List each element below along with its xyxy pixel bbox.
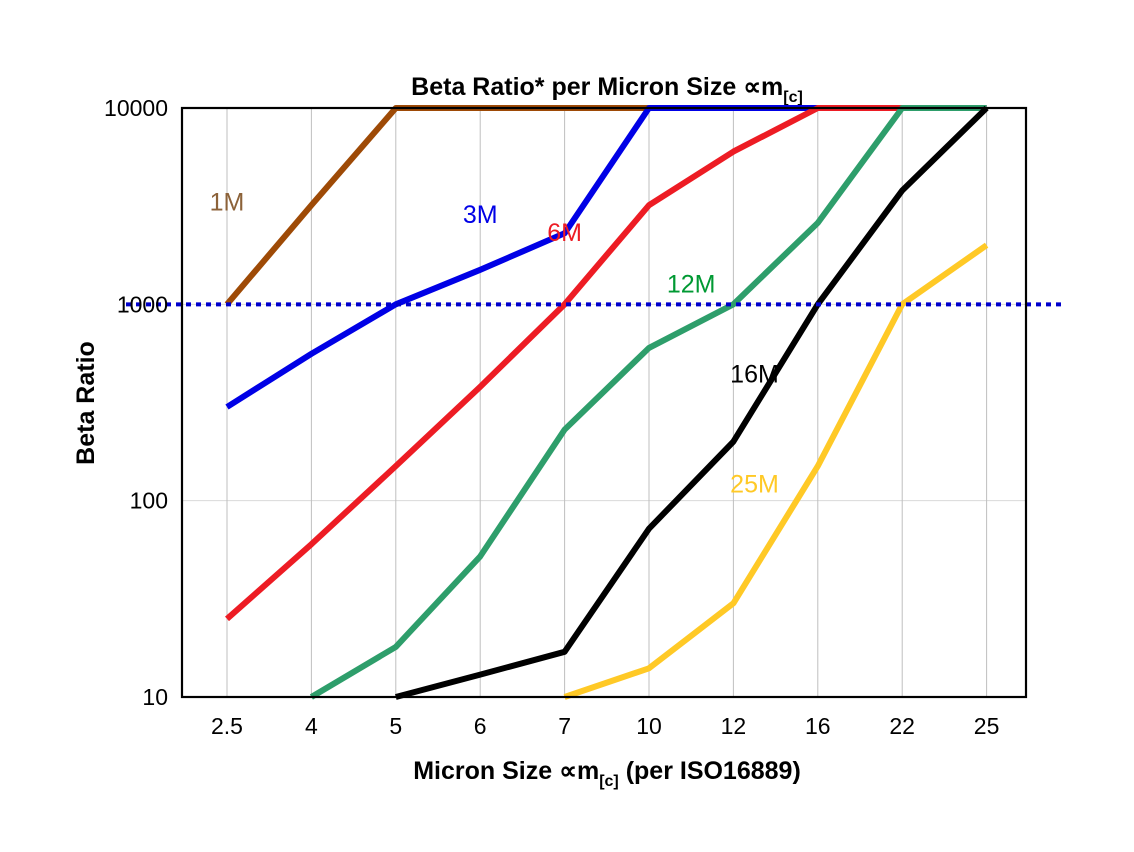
- series-line-16m: [395, 105, 989, 700]
- chart-title: Beta Ratio* per Micron Size ∝m[c]: [411, 73, 803, 106]
- y-tick-label: 1000: [117, 291, 168, 317]
- x-tick-label: 7: [558, 713, 571, 739]
- y-axis-title: Beta Ratio: [72, 341, 100, 465]
- x-axis-title-subscript: [c]: [599, 773, 619, 790]
- x-tick-label: 6: [474, 713, 487, 739]
- series-label-3m: 3M: [463, 201, 498, 229]
- chart-title-subscript: [c]: [783, 89, 803, 106]
- horizontal-gridlines: [182, 303, 1026, 502]
- x-tick-label: 5: [389, 713, 402, 739]
- series-label-25m: 25M: [730, 471, 779, 499]
- x-tick-label: 4: [305, 713, 318, 739]
- series-label-6m: 6M: [547, 219, 582, 247]
- series-line-25m: [563, 242, 989, 700]
- x-axis-title-pre: Micron Size: [413, 757, 559, 785]
- y-tick-label: 10000: [104, 95, 168, 121]
- series-line-12m: [309, 105, 987, 700]
- x-tick-label: 2.5: [211, 713, 243, 739]
- x-axis-title-symbol: ∝m: [559, 757, 599, 785]
- x-axis-title-post: (per ISO16889): [619, 757, 801, 785]
- series-inline-labels: 1M 3M 6M 12M 16M 25M: [210, 189, 779, 499]
- y-axis-tick-labels: 10 100 1000 10000: [104, 95, 168, 710]
- x-tick-label: 22: [889, 713, 915, 739]
- series-label-12m: 12M: [667, 270, 716, 298]
- series-label-1m: 1M: [210, 189, 245, 217]
- x-tick-label: 12: [721, 713, 747, 739]
- y-tick-label: 100: [130, 488, 168, 514]
- x-tick-label: 10: [636, 713, 662, 739]
- series-label-16m: 16M: [730, 360, 779, 388]
- chart-title-main: Beta Ratio* per Micron Size: [411, 73, 743, 101]
- x-tick-label: 16: [805, 713, 831, 739]
- y-tick-label: 10: [142, 684, 168, 710]
- x-axis-tick-labels: 2.5 4 5 6 7 10 12 16 22 25: [211, 713, 999, 739]
- plot-area-border: [180, 106, 1028, 699]
- x-tick-label: 25: [974, 713, 1000, 739]
- chart-title-symbol: ∝m: [743, 73, 783, 101]
- x-axis-title: Micron Size ∝m[c] (per ISO16889): [413, 757, 801, 790]
